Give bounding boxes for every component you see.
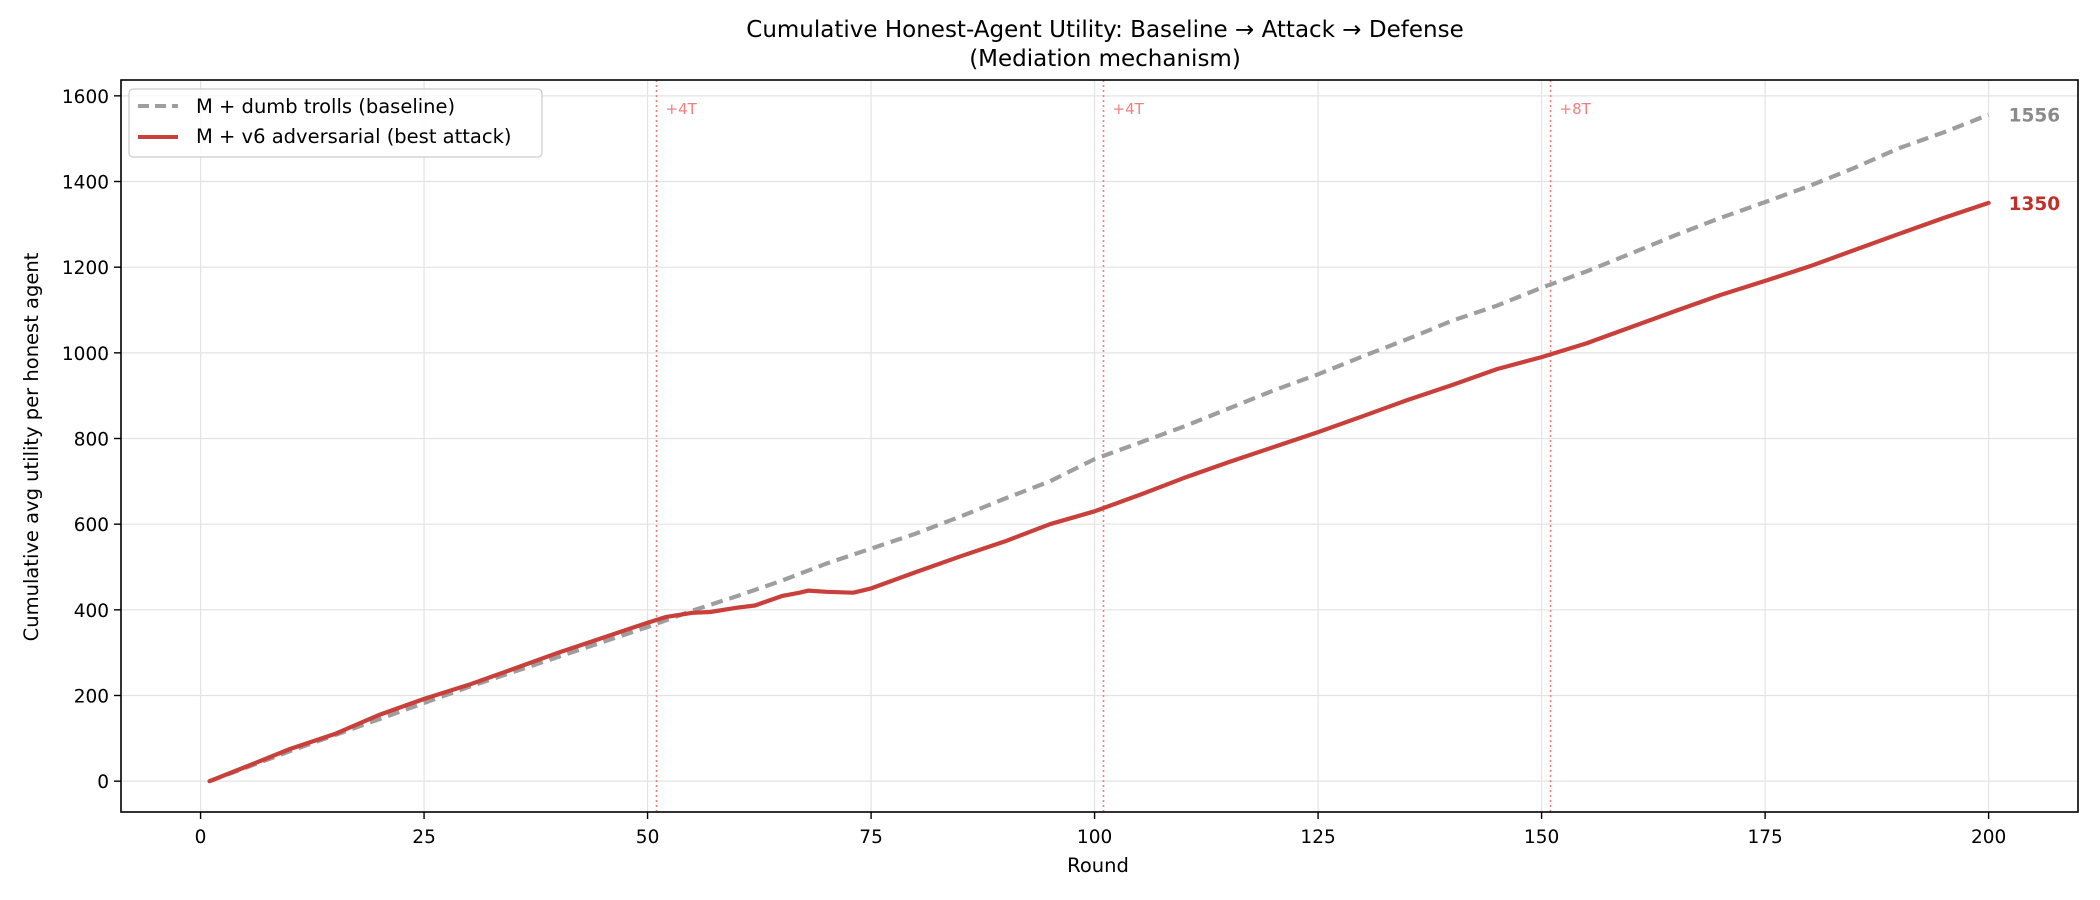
y-tick-label: 400: [74, 601, 109, 622]
legend-box: [128, 88, 543, 158]
x-tick-label: 25: [412, 827, 436, 848]
x-tick-label: 125: [1300, 827, 1335, 848]
x-axis-ticks: 0 25 50 75 100 125 150 175 200: [195, 812, 2006, 848]
y-tick-label: 600: [74, 515, 109, 536]
legend: M + dumb trolls (baseline) M + v6 advers…: [128, 88, 543, 158]
x-tick-label: 50: [636, 827, 660, 848]
chart-title: Cumulative Honest-Agent Utility: Baselin…: [746, 17, 1463, 43]
y-tick-label: 1600: [62, 87, 109, 108]
x-tick-label: 0: [195, 827, 207, 848]
vertical-marker-label: +8T: [1560, 100, 1592, 118]
x-tick-label: 175: [1747, 827, 1782, 848]
legend-label-adversarial: M + v6 adversarial (best attack): [196, 125, 512, 148]
vertical-markers: +4T +4T +8T: [655, 80, 1592, 812]
end-labels: 1556 1350: [2009, 106, 2061, 215]
x-tick-label: 200: [1971, 827, 2006, 848]
y-tick-label: 1400: [62, 173, 109, 194]
y-tick-label: 200: [74, 686, 109, 707]
y-tick-label: 1200: [62, 258, 109, 279]
y-tick-label: 0: [97, 772, 109, 793]
y-tick-label: 1000: [62, 344, 109, 365]
y-axis-label: Cumulative avg utility per honest agent: [20, 252, 43, 641]
series-lines: [207, 112, 1991, 784]
y-tick-label: 800: [74, 430, 109, 451]
x-axis-label: Round: [1067, 854, 1129, 877]
vertical-marker-label: +4T: [1113, 100, 1145, 118]
series-end-label: 1350: [2009, 194, 2061, 215]
series-end-label: 1556: [2009, 106, 2061, 127]
x-tick-label: 75: [859, 827, 883, 848]
x-tick-label: 150: [1524, 827, 1559, 848]
vertical-marker-label: +4T: [666, 100, 698, 118]
series-line-1: [207, 200, 1991, 784]
x-tick-label: 100: [1077, 827, 1112, 848]
y-axis-ticks: 0 200 400 600 800 1000 1200 1400 1600: [62, 87, 121, 793]
plot-frame: [120, 79, 2079, 813]
legend-label-baseline: M + dumb trolls (baseline): [196, 95, 455, 118]
chart-subtitle: (Mediation mechanism): [969, 46, 1241, 72]
